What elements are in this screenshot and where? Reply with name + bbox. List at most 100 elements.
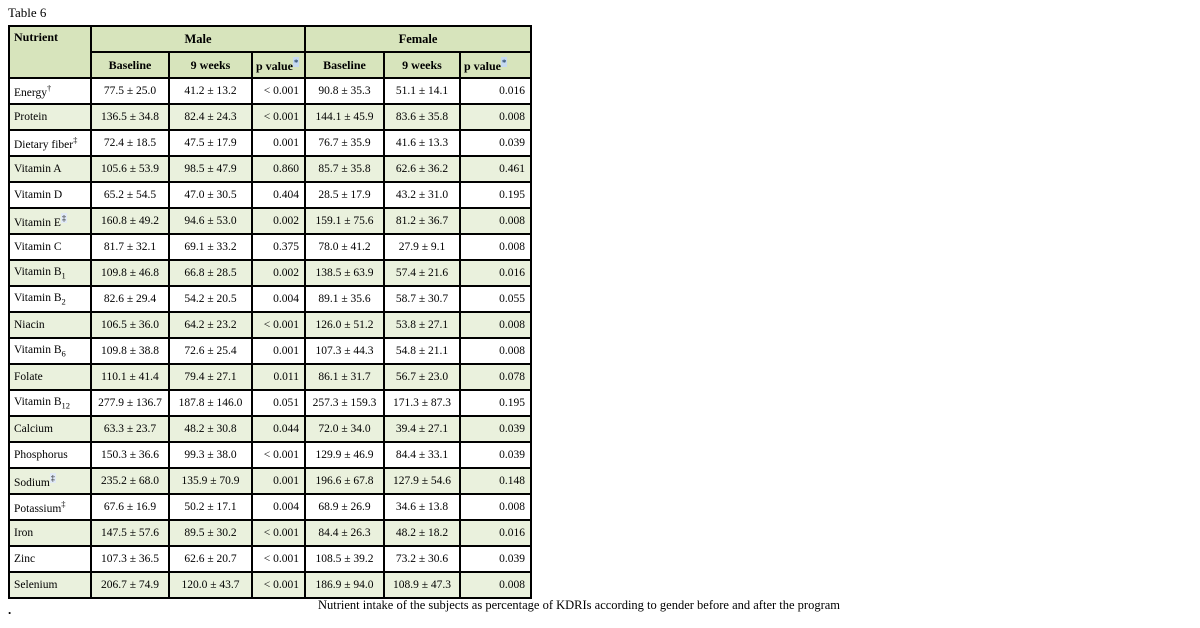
female-baseline-cell: 186.9 ± 94.0 bbox=[304, 571, 385, 599]
female-9weeks-cell: 127.9 ± 54.6 bbox=[383, 467, 461, 495]
table-row: Vitamin B12 277.9 ± 136.7 187.8 ± 146.0 0.0… bbox=[8, 389, 532, 417]
female-pvalue-cell: 0.078 bbox=[459, 363, 532, 391]
female-9weeks-cell: 34.6 ± 13.8 bbox=[383, 493, 461, 521]
male-baseline-cell: 106.5 ± 36.0 bbox=[90, 311, 170, 339]
male-9weeks-cell: 66.8 ± 28.5 bbox=[168, 259, 253, 287]
male-pvalue-cell: < 0.001 bbox=[251, 311, 306, 339]
male-9weeks-cell: 41.2 ± 13.2 bbox=[168, 77, 253, 105]
male-pvalue-cell: 0.004 bbox=[251, 285, 306, 313]
male-pvalue-cell: 0.375 bbox=[251, 233, 306, 261]
female-9weeks-cell: 73.2 ± 30.6 bbox=[383, 545, 461, 573]
male-pvalue-cell: 0.002 bbox=[251, 259, 306, 287]
pvalue-asterisk: * bbox=[501, 56, 508, 67]
male-baseline-cell: 67.6 ± 16.9 bbox=[90, 493, 170, 521]
female-pvalue-cell: 0.148 bbox=[459, 467, 532, 495]
col-group-male: Male bbox=[90, 25, 306, 53]
table-row: Potassium‡ 67.6 ± 16.9 50.2 ± 17.1 0.004 68.… bbox=[8, 493, 532, 521]
pvalue-label: p value bbox=[256, 58, 294, 73]
table-caption: Nutrient intake of the subjects as perce… bbox=[318, 598, 841, 612]
male-9weeks-cell: 62.6 ± 20.7 bbox=[168, 545, 253, 573]
table-row: Zinc 107.3 ± 36.5 62.6 ± 20.7 < 0.001 108.5 … bbox=[8, 545, 532, 573]
male-9weeks-cell: 54.2 ± 20.5 bbox=[168, 285, 253, 313]
male-pvalue-cell: 0.001 bbox=[251, 129, 306, 157]
female-pvalue-cell: 0.039 bbox=[459, 129, 532, 157]
pvalue-asterisk: * bbox=[293, 56, 300, 67]
nutrient-name-cell: Potassium‡ bbox=[8, 493, 92, 521]
female-pvalue-cell: 0.039 bbox=[459, 441, 532, 469]
nutrient-name-cell: Protein bbox=[8, 103, 92, 131]
male-9weeks-cell: 99.3 ± 38.0 bbox=[168, 441, 253, 469]
female-9weeks-cell: 108.9 ± 47.3 bbox=[383, 571, 461, 599]
male-baseline-cell: 109.8 ± 38.8 bbox=[90, 337, 170, 365]
male-9weeks-cell: 82.4 ± 24.3 bbox=[168, 103, 253, 131]
male-baseline-cell: 277.9 ± 136.7 bbox=[90, 389, 170, 417]
female-baseline-cell: 86.1 ± 31.7 bbox=[304, 363, 385, 391]
female-baseline-cell: 129.9 ± 46.9 bbox=[304, 441, 385, 469]
col-header-male-baseline: Baseline bbox=[90, 51, 170, 79]
table-row: Niacin 106.5 ± 36.0 64.2 ± 23.2 < 0.001 126.… bbox=[8, 311, 532, 339]
male-baseline-cell: 107.3 ± 36.5 bbox=[90, 545, 170, 573]
female-9weeks-cell: 51.1 ± 14.1 bbox=[383, 77, 461, 105]
female-9weeks-cell: 58.7 ± 30.7 bbox=[383, 285, 461, 313]
female-pvalue-cell: 0.039 bbox=[459, 415, 532, 443]
female-baseline-cell: 78.0 ± 41.2 bbox=[304, 233, 385, 261]
table-row: Calcium 63.3 ± 23.7 48.2 ± 30.8 0.044 72.0 ±… bbox=[8, 415, 532, 443]
male-9weeks-cell: 72.6 ± 25.4 bbox=[168, 337, 253, 365]
female-pvalue-cell: 0.008 bbox=[459, 337, 532, 365]
female-baseline-cell: 257.3 ± 159.3 bbox=[304, 389, 385, 417]
female-9weeks-cell: 83.6 ± 35.8 bbox=[383, 103, 461, 131]
male-pvalue-cell: 0.051 bbox=[251, 389, 306, 417]
male-pvalue-cell: 0.044 bbox=[251, 415, 306, 443]
male-pvalue-cell: 0.011 bbox=[251, 363, 306, 391]
table-header: Nutrient Male Female Baseline 9 weeks p … bbox=[8, 25, 532, 79]
male-9weeks-cell: 50.2 ± 17.1 bbox=[168, 493, 253, 521]
nutrient-subscript: 2 bbox=[61, 296, 66, 307]
male-9weeks-cell: 47.5 ± 17.9 bbox=[168, 129, 253, 157]
female-baseline-cell: 126.0 ± 51.2 bbox=[304, 311, 385, 339]
table-row: Vitamin A 105.6 ± 53.9 98.5 ± 47.9 0.860 85.… bbox=[8, 155, 532, 183]
table-row: Iron 147.5 ± 57.6 89.5 ± 30.2 < 0.001 84.4 ±… bbox=[8, 519, 532, 547]
female-baseline-cell: 138.5 ± 63.9 bbox=[304, 259, 385, 287]
nutrient-name-cell: Vitamin B12 bbox=[8, 389, 92, 417]
female-baseline-cell: 144.1 ± 45.9 bbox=[304, 103, 385, 131]
table-row: Vitamin B2 82.6 ± 29.4 54.2 ± 20.5 0.004 89.… bbox=[8, 285, 532, 313]
col-header-male-9weeks: 9 weeks bbox=[168, 51, 253, 79]
female-pvalue-cell: 0.008 bbox=[459, 207, 532, 235]
female-9weeks-cell: 81.2 ± 36.7 bbox=[383, 207, 461, 235]
female-baseline-cell: 76.7 ± 35.9 bbox=[304, 129, 385, 157]
male-baseline-cell: 65.2 ± 54.5 bbox=[90, 181, 170, 209]
nutrient-name-cell: Iron bbox=[8, 519, 92, 547]
female-baseline-cell: 159.1 ± 75.6 bbox=[304, 207, 385, 235]
female-baseline-cell: 68.9 ± 26.9 bbox=[304, 493, 385, 521]
male-pvalue-cell: < 0.001 bbox=[251, 103, 306, 131]
male-baseline-cell: 235.2 ± 68.0 bbox=[90, 467, 170, 495]
female-9weeks-cell: 62.6 ± 36.2 bbox=[383, 155, 461, 183]
table-row: Selenium 206.7 ± 74.9 120.0 ± 43.7 < 0.001 1… bbox=[8, 571, 532, 599]
male-9weeks-cell: 64.2 ± 23.2 bbox=[168, 311, 253, 339]
female-9weeks-cell: 27.9 ± 9.1 bbox=[383, 233, 461, 261]
nutrient-name-cell: Sodium‡ bbox=[8, 467, 92, 495]
male-pvalue-cell: 0.002 bbox=[251, 207, 306, 235]
male-baseline-cell: 82.6 ± 29.4 bbox=[90, 285, 170, 313]
male-baseline-cell: 72.4 ± 18.5 bbox=[90, 129, 170, 157]
table-row: Protein 136.5 ± 34.8 82.4 ± 24.3 < 0.001 144… bbox=[8, 103, 532, 131]
col-header-female-9weeks: 9 weeks bbox=[383, 51, 461, 79]
male-9weeks-cell: 135.9 ± 70.9 bbox=[168, 467, 253, 495]
male-9weeks-cell: 120.0 ± 43.7 bbox=[168, 571, 253, 599]
table-row: Vitamin E‡ 160.8 ± 49.2 94.6 ± 53.0 0.002 15… bbox=[8, 207, 532, 235]
col-header-male-pvalue: p value* bbox=[251, 51, 306, 79]
table-row: Folate 110.1 ± 41.4 79.4 ± 27.1 0.011 86.1 ±… bbox=[8, 363, 532, 391]
female-pvalue-cell: 0.055 bbox=[459, 285, 532, 313]
nutrient-name-cell: Zinc bbox=[8, 545, 92, 573]
male-pvalue-cell: < 0.001 bbox=[251, 441, 306, 469]
female-9weeks-cell: 84.4 ± 33.1 bbox=[383, 441, 461, 469]
table-body: Energy† 77.5 ± 25.0 41.2 ± 13.2 < 0.001 90.8… bbox=[8, 77, 532, 599]
female-baseline-cell: 28.5 ± 17.9 bbox=[304, 181, 385, 209]
nutrient-marker: † bbox=[47, 83, 52, 94]
female-baseline-cell: 107.3 ± 44.3 bbox=[304, 337, 385, 365]
male-9weeks-cell: 47.0 ± 30.5 bbox=[168, 181, 253, 209]
male-baseline-cell: 160.8 ± 49.2 bbox=[90, 207, 170, 235]
col-header-female-pvalue: p value* bbox=[459, 51, 532, 79]
male-pvalue-cell: < 0.001 bbox=[251, 571, 306, 599]
female-pvalue-cell: 0.008 bbox=[459, 571, 532, 599]
